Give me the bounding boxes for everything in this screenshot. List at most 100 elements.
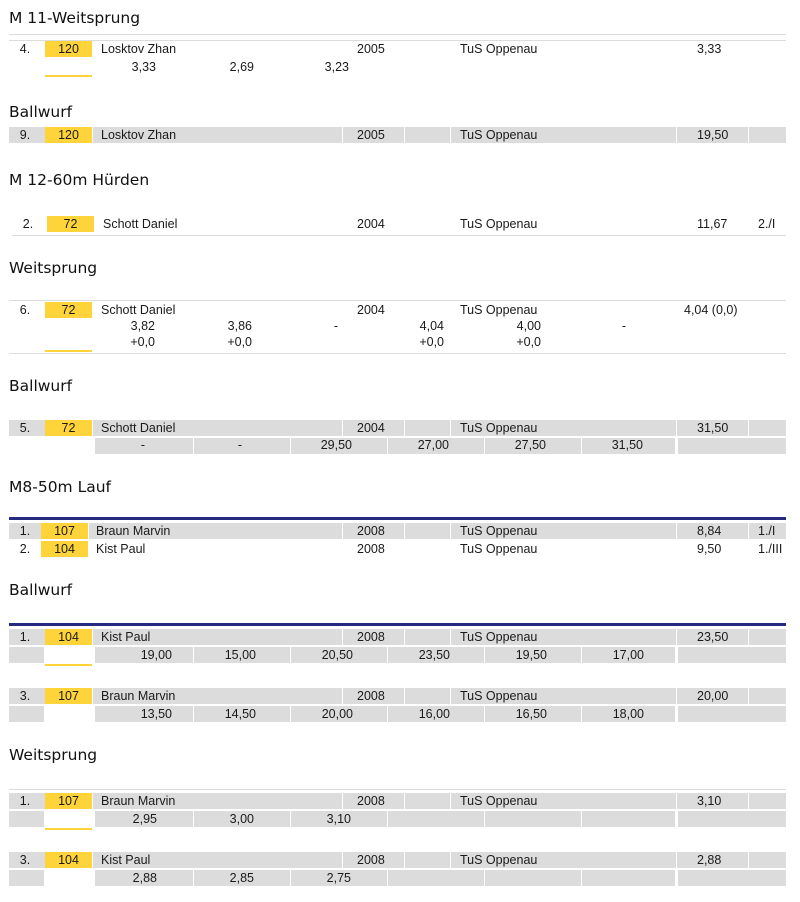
column-separator — [676, 793, 677, 809]
attempt-value: 3,23 — [324, 60, 349, 74]
attempt-value: 23,50 — [418, 648, 450, 662]
attempt-value: - — [140, 438, 145, 452]
result: 3,33 — [697, 42, 722, 56]
bib-highlight — [45, 629, 92, 645]
column-separator — [92, 688, 93, 704]
result: 3,10 — [697, 794, 722, 808]
bib-highlight — [41, 541, 88, 557]
attempt-value: 2,75 — [326, 871, 351, 885]
attempt-value: 4,04 — [419, 319, 444, 333]
attempt-separator — [387, 647, 388, 663]
birth-year: 2008 — [357, 630, 385, 644]
athlete-name: Losktov Zhan — [101, 128, 177, 142]
column-separator — [748, 127, 749, 143]
attempt-value: 19,00 — [140, 648, 172, 662]
birth-year: 2004 — [357, 421, 385, 435]
bib-highlight — [45, 127, 92, 143]
rank: 2. — [22, 217, 34, 231]
column-separator — [404, 852, 405, 868]
birth-year: 2008 — [357, 794, 385, 808]
bib-number: 104 — [54, 542, 75, 556]
attempts-row-background — [95, 811, 675, 827]
attempt-value: 3,10 — [326, 812, 351, 826]
rank: 6. — [19, 303, 31, 317]
column-separator — [404, 523, 405, 539]
club-name: TuS Oppenau — [460, 689, 538, 703]
row-background — [9, 127, 786, 143]
attempt-value: 2,95 — [132, 812, 157, 826]
attempt-value: - — [237, 438, 242, 452]
column-separator — [342, 216, 343, 232]
bib-underline — [45, 350, 92, 352]
column-separator — [748, 852, 749, 868]
athlete-name: Kist Paul — [101, 630, 151, 644]
club-name: TuS Oppenau — [460, 42, 538, 56]
bib-highlight — [45, 852, 92, 868]
column-separator — [404, 688, 405, 704]
club-name: TuS Oppenau — [460, 853, 538, 867]
attempt-value: 16,00 — [418, 707, 450, 721]
athlete-name: Braun Marvin — [96, 524, 171, 538]
attempt-separator — [193, 438, 194, 454]
attempt-value: 15,00 — [224, 648, 256, 662]
attempt-separator — [387, 438, 388, 454]
attempt-value: 31,50 — [611, 438, 643, 452]
birth-year: 2005 — [357, 128, 385, 142]
attempts-row-background — [95, 706, 675, 722]
row-background — [9, 420, 786, 436]
attempt-value: 19,50 — [515, 648, 547, 662]
attempt-value: 16,50 — [515, 707, 547, 721]
column-separator — [748, 793, 749, 809]
column-separator — [342, 420, 343, 436]
attempt-value: 20,50 — [321, 648, 353, 662]
birth-year: 2008 — [357, 853, 385, 867]
column-separator — [748, 523, 749, 539]
column-separator — [92, 852, 93, 868]
bib-number: 107 — [58, 689, 79, 703]
attempts-row-background — [95, 647, 675, 663]
attempts-row-background — [95, 438, 675, 454]
birth-year: 2005 — [357, 42, 385, 56]
club-name: TuS Oppenau — [460, 630, 538, 644]
attempt-separator — [193, 870, 194, 886]
column-separator — [342, 523, 343, 539]
attempt-value: 2,85 — [229, 871, 254, 885]
section-title: Ballwurf — [9, 103, 73, 121]
attempts-row-left — [9, 870, 44, 886]
athlete-name: Schott Daniel — [101, 303, 176, 317]
bib-highlight — [47, 216, 94, 232]
section-title: M 11-Weitsprung — [9, 9, 141, 27]
rank: 5. — [19, 421, 31, 435]
section-title: Weitsprung — [9, 259, 98, 277]
extra-info: 2./I — [758, 217, 776, 231]
column-separator — [748, 629, 749, 645]
column-separator — [676, 688, 677, 704]
wind-value: +0,0 — [419, 335, 444, 349]
rank: 9. — [19, 128, 31, 142]
column-separator — [748, 216, 749, 232]
attempt-separator — [193, 811, 194, 827]
bib-highlight — [41, 523, 88, 539]
column-separator — [450, 629, 451, 645]
column-separator — [342, 793, 343, 809]
result: 8,84 — [697, 524, 722, 538]
column-separator — [342, 852, 343, 868]
attempt-separator — [387, 811, 388, 827]
attempt-value: 13,50 — [140, 707, 172, 721]
bib-highlight — [45, 420, 92, 436]
attempts-row-background — [95, 870, 675, 886]
row-top-line — [9, 300, 786, 301]
attempt-value: 17,00 — [612, 648, 644, 662]
attempt-separator — [484, 438, 485, 454]
column-separator — [450, 216, 451, 232]
attempt-separator — [290, 647, 291, 663]
column-separator — [404, 420, 405, 436]
column-separator — [404, 216, 405, 232]
attempt-separator — [484, 870, 485, 886]
bib-number: 120 — [58, 128, 79, 142]
column-separator — [450, 852, 451, 868]
attempt-value: - — [333, 319, 338, 333]
column-separator — [342, 688, 343, 704]
column-separator — [450, 420, 451, 436]
column-separator — [94, 216, 95, 232]
